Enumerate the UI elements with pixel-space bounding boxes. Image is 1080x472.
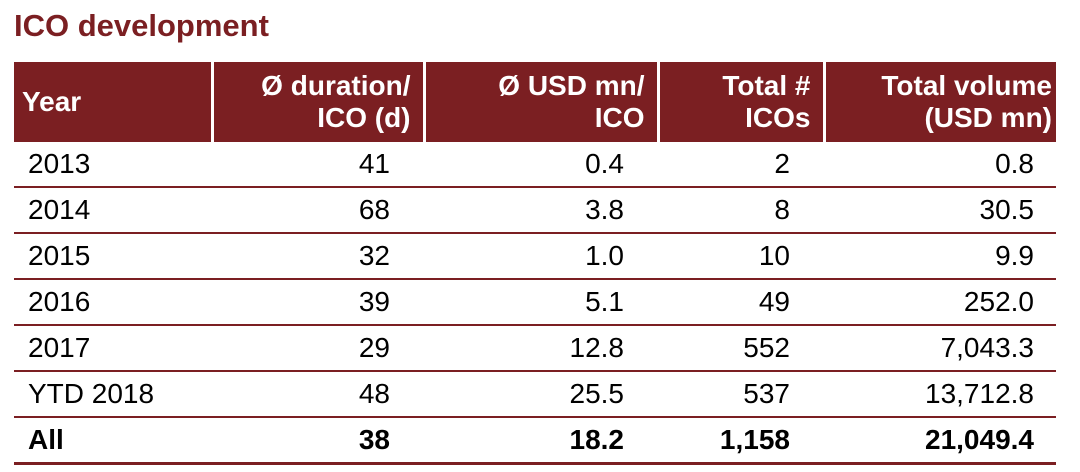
header-total-icos-line-1: Total # [722, 70, 811, 101]
header-row: Year Ø duration/ ICO (d) Ø USD mn/ ICO T… [14, 62, 1056, 142]
total-cell-total-volume: 21,049.4 [824, 417, 1056, 465]
cell-total-volume: 9.9 [824, 233, 1056, 280]
cell-total-icos: 49 [658, 279, 824, 326]
cell-avg-usd: 1.0 [424, 233, 658, 280]
cell-year: 2015 [14, 233, 212, 280]
table-row: 2017 29 12.8 552 7,043.3 [14, 325, 1056, 372]
header-total-volume-line-2: (USD mn) [924, 102, 1052, 133]
header-total-icos: Total # ICOs [658, 62, 826, 142]
cell-avg-duration: 48 [212, 371, 424, 418]
cell-total-volume: 0.8 [824, 142, 1056, 188]
cell-avg-duration: 32 [212, 233, 424, 280]
cell-total-volume: 30.5 [824, 187, 1056, 234]
total-cell-total-icos: 1,158 [658, 417, 824, 465]
table-row: YTD 2018 48 25.5 537 13,712.8 [14, 371, 1056, 418]
cell-avg-usd: 5.1 [424, 279, 658, 326]
cell-total-volume: 252.0 [824, 279, 1056, 326]
header-avg-duration-line-1: Ø duration/ [261, 70, 411, 101]
cell-year: YTD 2018 [14, 371, 212, 418]
cell-avg-duration: 41 [212, 142, 424, 188]
cell-avg-usd: 25.5 [424, 371, 658, 418]
header-total-volume-line-1: Total volume [881, 70, 1052, 101]
cell-year: 2013 [14, 142, 212, 188]
table-row: 2015 32 1.0 10 9.9 [14, 233, 1056, 280]
cell-year: 2017 [14, 325, 212, 372]
ico-development-table: Year Ø duration/ ICO (d) Ø USD mn/ ICO T… [14, 62, 1056, 465]
header-year-line-1: Year [22, 86, 82, 117]
header-avg-usd: Ø USD mn/ ICO [424, 62, 660, 142]
header-avg-duration-line-2: ICO (d) [317, 102, 411, 133]
header-avg-duration: Ø duration/ ICO (d) [212, 62, 426, 142]
table-row: 2013 41 0.4 2 0.8 [14, 142, 1056, 188]
cell-year: 2016 [14, 279, 212, 326]
cell-total-icos: 10 [658, 233, 824, 280]
table-row: 2014 68 3.8 8 30.5 [14, 187, 1056, 234]
cell-total-volume: 7,043.3 [824, 325, 1056, 372]
cell-total-volume: 13,712.8 [824, 371, 1056, 418]
cell-avg-usd: 3.8 [424, 187, 658, 234]
cell-avg-usd: 12.8 [424, 325, 658, 372]
cell-avg-duration: 68 [212, 187, 424, 234]
cell-avg-usd: 0.4 [424, 142, 658, 188]
total-cell-year: All [14, 417, 212, 465]
cell-total-icos: 8 [658, 187, 824, 234]
cell-avg-duration: 29 [212, 325, 424, 372]
header-total-icos-line-2: ICOs [745, 102, 811, 133]
header-total-volume: Total volume (USD mn) [824, 62, 1056, 142]
total-cell-avg-usd: 18.2 [424, 417, 658, 465]
cell-year: 2014 [14, 187, 212, 234]
total-cell-avg-duration: 38 [212, 417, 424, 465]
total-row: All 38 18.2 1,158 21,049.4 [14, 417, 1056, 465]
cell-total-icos: 537 [658, 371, 824, 418]
page-title: ICO development [14, 8, 269, 43]
cell-total-icos: 2 [658, 142, 824, 188]
header-avg-usd-line-1: Ø USD mn/ [498, 70, 645, 101]
header-year: Year [14, 62, 214, 142]
table-row: 2016 39 5.1 49 252.0 [14, 279, 1056, 326]
header-avg-usd-line-2: ICO [594, 102, 645, 133]
cell-total-icos: 552 [658, 325, 824, 372]
cell-avg-duration: 39 [212, 279, 424, 326]
